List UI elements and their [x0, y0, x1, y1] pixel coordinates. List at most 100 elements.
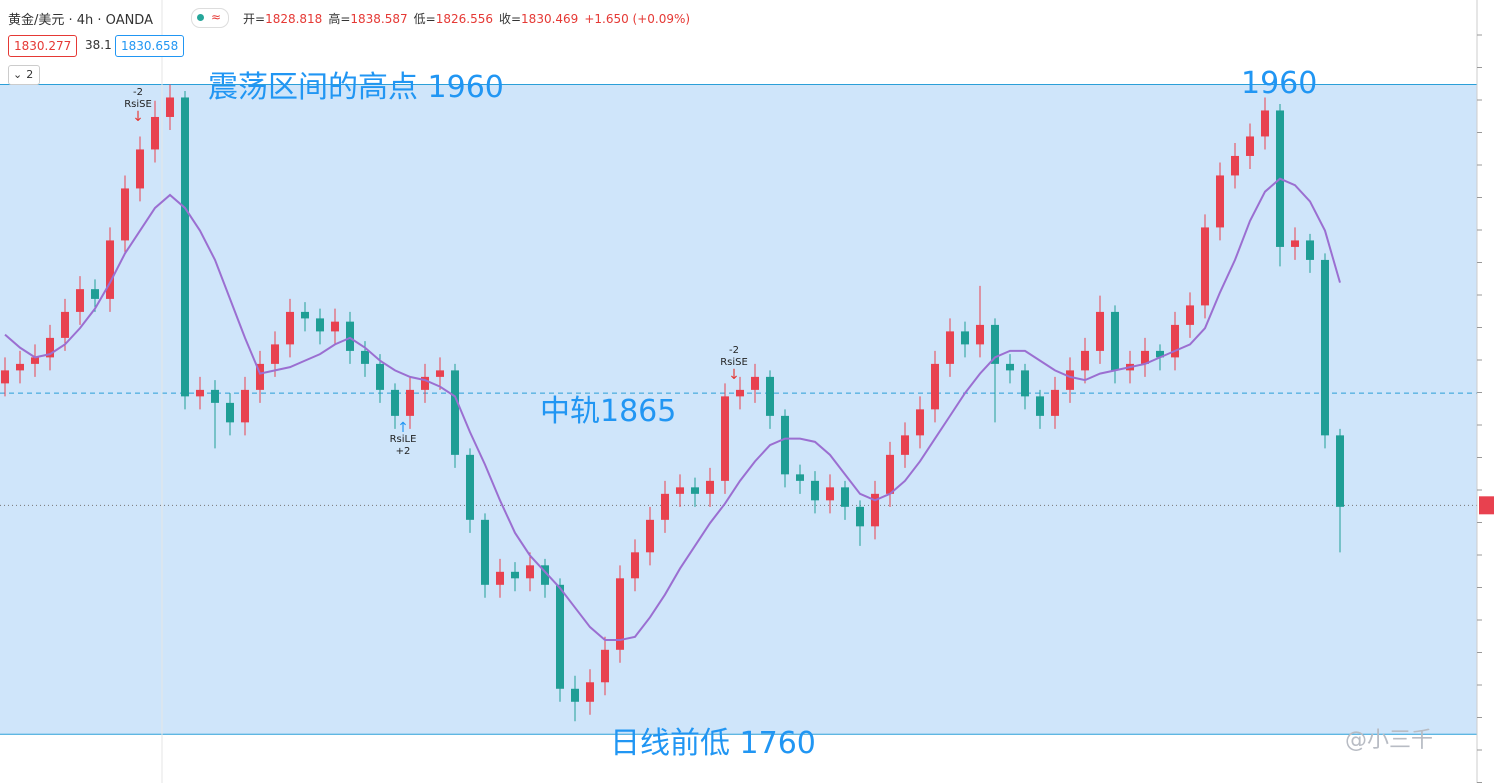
candle-body [1, 370, 9, 384]
candle-body [196, 389, 204, 397]
candle-body [16, 363, 24, 371]
candle-body [1141, 350, 1149, 364]
bid[interactable]: 1830.277 [8, 35, 78, 57]
indicator-toggle[interactable]: ⌄ 2 [8, 65, 40, 85]
candle-body [316, 318, 324, 332]
candle-body [1066, 370, 1074, 390]
candle-body [1336, 435, 1344, 507]
ohlc-label: 高= [328, 12, 351, 26]
candle-body [811, 480, 819, 501]
candle-body [706, 480, 714, 494]
signal-name: RsiSE [720, 357, 748, 368]
signal-name: RsiSE [124, 99, 152, 110]
ohlc-value: 1826.556 [435, 12, 493, 26]
candle-body [1201, 227, 1209, 306]
candle-body [631, 552, 639, 579]
candle-body [946, 331, 954, 364]
candle-body [901, 435, 909, 455]
ohlc: 开=1828.818 高=1838.587 低=1826.556 收=1830.469… [243, 10, 696, 27]
signal-name: RsiLE [389, 434, 417, 445]
candle-body [421, 376, 429, 390]
candle-body [721, 396, 729, 481]
watermark: @小三千 [1345, 728, 1434, 753]
ask[interactable]: 1830.658 [115, 35, 185, 57]
candle-body [1156, 350, 1164, 358]
signal-arrow: ↑ [397, 420, 409, 436]
candle-body [691, 487, 699, 494]
candle-body [241, 389, 249, 423]
signal-count: +2 [395, 446, 411, 457]
candle-body [91, 289, 99, 299]
signal-arrow: ↓ [728, 367, 740, 383]
candle-body [1036, 396, 1044, 416]
candle-body [511, 571, 519, 579]
candle-body [226, 402, 234, 423]
moving-average [4, 177, 1341, 642]
candle-body [676, 487, 684, 494]
candle-body [376, 363, 384, 390]
symbol[interactable]: 黄金/美元 · 4h · OANDA [8, 13, 153, 28]
candle-body [856, 506, 864, 527]
signal-arrow: ↓ [132, 109, 144, 125]
candle-body [31, 357, 39, 364]
candle-body [661, 493, 669, 520]
candle-body [331, 321, 339, 332]
candle-body [136, 149, 144, 189]
signal: -2 RsiSE ↓ [714, 345, 754, 383]
candle-body [1096, 311, 1104, 351]
candle-body [541, 565, 549, 585]
candle-body [646, 519, 654, 553]
candle-body [151, 116, 159, 150]
candle-body [526, 565, 534, 579]
candle-body [166, 97, 174, 117]
candle-body [841, 487, 849, 507]
candle-body [1321, 259, 1329, 436]
candle-body [481, 519, 489, 585]
ohlc-value: 1830.469 [521, 12, 579, 26]
annotation: 日线前低 1760 [610, 726, 816, 761]
candle-body [1006, 363, 1014, 371]
candle-body [601, 649, 609, 683]
candle-body [181, 97, 189, 397]
candle-body [1231, 155, 1239, 176]
candle-body [1186, 305, 1194, 325]
candle-body [766, 376, 774, 416]
ohlc-label: 低= [413, 12, 436, 26]
candle-body [76, 289, 84, 312]
candle-body [121, 188, 129, 241]
candle-body [991, 324, 999, 364]
candle-body [1246, 136, 1254, 156]
indicator-count: 2 [26, 68, 34, 81]
signal: ↑ RsiLE +2 [383, 420, 423, 458]
candle-body [1306, 240, 1314, 260]
candle-body [271, 344, 279, 364]
candle-body [106, 240, 114, 299]
candle-body [751, 376, 759, 390]
candle-body [961, 331, 969, 345]
candle-body [346, 321, 354, 351]
status-badge[interactable]: ≈ [191, 8, 229, 28]
spread: 38.1 [85, 38, 112, 52]
candle-body [361, 350, 369, 364]
signal: -2 RsiSE ↓ [118, 87, 158, 125]
candle-body [61, 311, 69, 338]
candle-body [1261, 110, 1269, 137]
signal-count: -2 [133, 87, 143, 98]
candle-body [871, 493, 879, 527]
candle-body [976, 324, 984, 345]
ohlc-label: 收= [498, 12, 522, 26]
candle-body [826, 487, 834, 501]
candle-body [1021, 370, 1029, 397]
candle-body [1216, 175, 1224, 228]
candle-body [916, 409, 924, 436]
candle-body [1081, 350, 1089, 371]
candle-body [781, 415, 789, 475]
range-band [0, 84, 1477, 735]
candle-body [391, 389, 399, 416]
candle-body [586, 682, 594, 702]
candle-body [931, 363, 939, 410]
candle-body [1051, 389, 1059, 416]
candle-body [796, 474, 804, 481]
